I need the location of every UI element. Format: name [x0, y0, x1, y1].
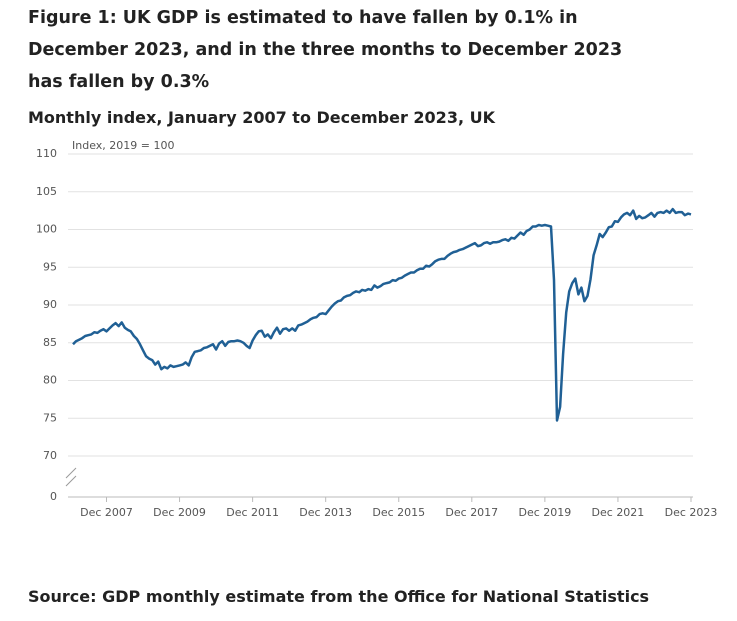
y-tick-label: 90	[43, 298, 57, 311]
x-tick-label: Dec 2013	[299, 506, 352, 519]
x-tick-label: Dec 2017	[445, 506, 498, 519]
y-tick-label: 110	[36, 147, 57, 160]
chart-title: Figure 1: UK GDP is estimated to have fa…	[28, 8, 623, 92]
y-tick-label: 0	[50, 490, 57, 503]
source-note: Source: GDP monthly estimate from the Of…	[28, 587, 650, 606]
x-tick-label: Dec 2015	[372, 506, 425, 519]
axis-break	[65, 475, 77, 487]
y-tick-label: 75	[43, 411, 57, 424]
y-tick-label: 95	[43, 260, 57, 273]
y-tick-label: 105	[36, 185, 57, 198]
axis-break	[65, 467, 77, 479]
y-tick-label: 80	[43, 374, 57, 387]
y-tick-label: 85	[43, 336, 57, 349]
chart: 0 70 75 80 85 90 95 100 105 110 Index, 2019 = 100 D…	[36, 140, 718, 519]
x-tick-label: Dec 2019	[518, 506, 571, 519]
y-tick-label: 70	[43, 449, 57, 462]
x-tick-label: Dec 2011	[226, 506, 279, 519]
x-tick-label: Dec 2007	[80, 506, 133, 519]
x-tick-label: Dec 2023	[665, 506, 718, 519]
x-tick-label: Dec 2009	[153, 506, 206, 519]
x-tick-label: Dec 2021	[592, 506, 645, 519]
y-axis-label: Index, 2019 = 100	[72, 140, 174, 152]
chart-subtitle: Monthly index, January 2007 to December …	[28, 108, 495, 127]
data-line	[72, 207, 692, 422]
y-tick-label: 100	[36, 223, 57, 236]
